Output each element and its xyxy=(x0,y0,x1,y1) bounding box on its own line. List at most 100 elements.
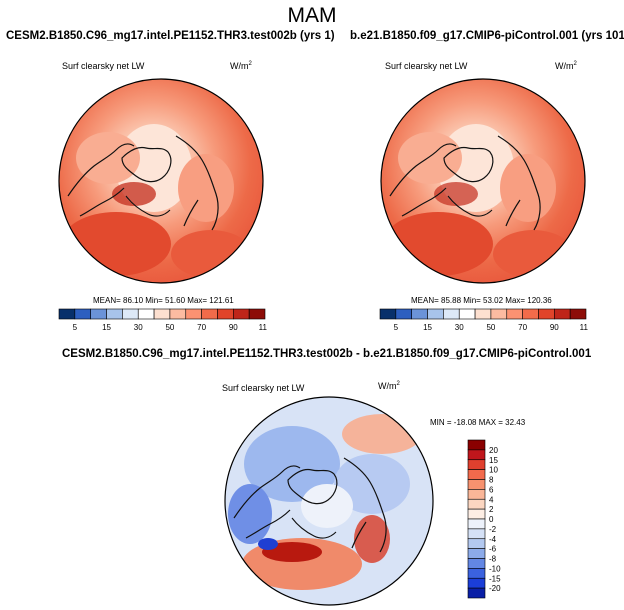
left-colorbar-swatch xyxy=(58,308,76,320)
left-pacific-high xyxy=(61,212,171,276)
diff-neutral-pole xyxy=(301,484,353,528)
diff-positive-atlantic xyxy=(342,414,422,454)
diff-polar-map xyxy=(224,396,434,606)
right-colorbar-tick-label: 90 xyxy=(550,323,559,332)
left-colorbar-swatch xyxy=(169,308,187,320)
right-colorbar-tick-label: 30 xyxy=(455,323,464,332)
right-colorbar-swatch xyxy=(538,308,555,320)
diff-colorbar-tick-label: 2 xyxy=(489,505,494,514)
left-colorbar-tick-label: 50 xyxy=(165,323,174,332)
left-panel-title: CESM2.B1850.C96_mg17.intel.PE1152.THR3.t… xyxy=(6,30,335,42)
right-colorbar-swatch xyxy=(379,308,397,320)
right-colorbar-swatch xyxy=(569,308,587,320)
left-colorbar-swatch xyxy=(74,308,91,320)
left-units-label: W/m2 xyxy=(230,61,252,71)
diff-negative-west xyxy=(228,484,272,544)
right-colorbar-swatch xyxy=(458,308,476,320)
diff-strong-negative-patch xyxy=(258,538,278,550)
diff-panel-title: CESM2.B1850.C96_mg17.intel.PE1152.THR3.t… xyxy=(62,348,592,360)
diff-colorbar-tick-label: -6 xyxy=(489,545,497,554)
right-colorbar-tick-label: 70 xyxy=(518,323,527,332)
diff-colorbar-tick-label: 15 xyxy=(489,456,498,465)
right-colorbar-swatch xyxy=(427,308,444,320)
left-colorbar-swatch xyxy=(185,308,202,320)
diff-colorbar-swatch xyxy=(467,518,486,530)
left-colorbar-swatch xyxy=(122,308,139,320)
diff-stats: MIN = -18.08 MAX = 32.43 xyxy=(430,418,526,427)
right-colorbar-tick-label: 15 xyxy=(423,323,432,332)
diff-colorbar-tick-label: -4 xyxy=(489,535,497,544)
right-colorbar-swatch xyxy=(443,308,460,320)
diff-colorbar-tick-label: 10 xyxy=(489,466,498,475)
diff-colorbar-tick-label: -10 xyxy=(489,564,501,573)
right-colorbar-tick-label: 5 xyxy=(394,323,399,332)
left-colorbar-swatch xyxy=(153,308,171,320)
left-colorbar: 51530507090110130 xyxy=(58,308,267,332)
diff-colorbar-swatch xyxy=(467,449,486,461)
diff-map-border xyxy=(224,396,434,606)
left-colorbar-swatch xyxy=(248,308,266,320)
right-colorbar-swatch xyxy=(411,308,428,320)
left-colorbar-swatch xyxy=(137,308,155,320)
left-colorbar-swatch xyxy=(233,308,250,320)
diff-colorbar-swatch xyxy=(467,577,486,589)
diff-colorbar-swatch xyxy=(467,528,486,540)
left-colorbar-swatch xyxy=(106,308,123,320)
diff-colorbar-tick-label: 4 xyxy=(489,495,494,504)
left-colorbar-tick-label: 70 xyxy=(197,323,206,332)
right-units-label: W/m2 xyxy=(555,61,577,71)
right-coastline-americas xyxy=(389,143,457,217)
diff-colorbar-tick-label: -20 xyxy=(489,584,501,593)
diff-colorbar-swatch xyxy=(467,439,486,451)
right-coastline-greenland xyxy=(443,146,494,183)
right-coastline-bering xyxy=(447,195,493,217)
diff-colorbar-swatch xyxy=(467,568,486,579)
right-colorbar-tick-label: 110 xyxy=(580,323,588,332)
diff-coastline-eurasia xyxy=(343,457,387,553)
left-variable-label: Surf clearsky net LW xyxy=(62,61,145,71)
right-colorbar-swatch xyxy=(395,308,412,320)
left-atlantic-high xyxy=(171,230,251,278)
diff-variable-label: Surf clearsky net LW xyxy=(222,383,305,393)
diff-colorbar-tick-label: -15 xyxy=(489,574,501,583)
diff-strong-positive-bering xyxy=(262,542,322,562)
diff-colorbar-tick-label: 8 xyxy=(489,476,494,485)
left-coastline-bering xyxy=(125,195,171,217)
diff-colorbar-tick-label: 0 xyxy=(489,515,494,524)
right-coastline-eurasia xyxy=(497,135,541,231)
right-colorbar-swatch xyxy=(474,308,492,320)
right-colorbar: 51530507090110130 xyxy=(379,308,588,332)
diff-colorbar-swatch xyxy=(467,558,486,569)
right-polar-map xyxy=(380,78,586,284)
diff-coastline-greenland xyxy=(287,468,338,505)
diff-colorbar-swatch xyxy=(467,469,486,480)
left-warm-patch xyxy=(112,182,156,206)
left-polar-map xyxy=(58,78,264,284)
right-panel-title: b.e21.B1850.f09_g17.CMIP6-piControl.001 … xyxy=(350,30,624,42)
left-colorbar-tick-label: 5 xyxy=(73,323,78,332)
right-warm-patch xyxy=(434,182,478,206)
diff-colorbar-swatch xyxy=(467,538,486,549)
left-colorbar-tick-label: 90 xyxy=(229,323,238,332)
left-colorbar-tick-label: 15 xyxy=(102,323,111,332)
diff-coastline-americas xyxy=(233,465,301,539)
left-colorbar-tick-label: 110 xyxy=(259,323,267,332)
right-variable-label: Surf clearsky net LW xyxy=(385,61,468,71)
right-canada-region xyxy=(398,132,462,184)
diff-units-label: W/m2 xyxy=(378,381,400,391)
diff-colorbar-swatch xyxy=(467,508,486,520)
season-title: MAM xyxy=(287,4,337,27)
left-coastline-eurasia xyxy=(175,135,219,231)
right-pacific-high xyxy=(383,212,493,276)
diff-colorbar-tick-label: 6 xyxy=(489,485,494,494)
left-coastline-americas xyxy=(67,143,135,217)
left-colorbar-swatch xyxy=(201,308,218,320)
left-colorbar-swatch xyxy=(90,308,107,320)
right-map-border xyxy=(380,78,586,284)
diff-colorbar-swatch xyxy=(467,479,486,490)
right-stats: MEAN= 85.88 Min= 53.02 Max= 120.36 xyxy=(411,296,552,305)
left-coastline-greenland xyxy=(121,146,172,183)
diff-colorbar-swatch xyxy=(467,459,486,470)
diff-colorbar-tick-label: -2 xyxy=(489,525,497,534)
